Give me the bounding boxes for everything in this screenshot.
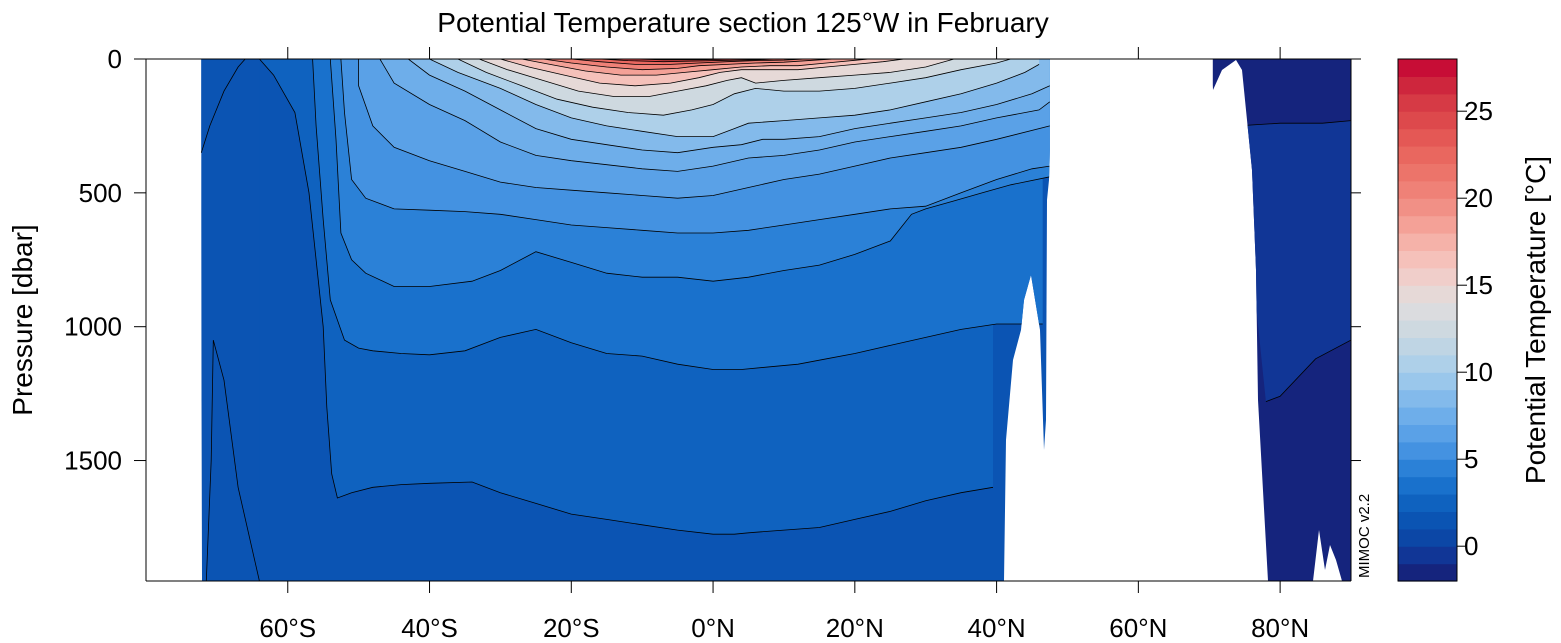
colorbar-tick-label: 0 <box>1464 531 1478 561</box>
isotherm-12 <box>457 59 1011 116</box>
colorbar-band <box>1398 285 1457 304</box>
colorbar-tick-group: 0 5 10 15 20 25 <box>1457 96 1493 561</box>
colorbar-tick-label: 10 <box>1464 357 1493 387</box>
colorbar-label: Potential Temperature [°C] <box>1520 156 1551 484</box>
colorbar-band <box>1398 302 1457 321</box>
colorbar-frame <box>1397 58 1458 582</box>
isotherm-8 <box>408 59 1050 154</box>
isotherm-14 <box>478 59 955 97</box>
colorbar-band <box>1398 389 1457 408</box>
colorbar-band <box>1398 267 1457 286</box>
colorbar-band <box>1398 128 1457 147</box>
colorbar <box>1398 59 1457 582</box>
isotherm-6 <box>358 59 1050 199</box>
y-tick-label: 1000 <box>64 312 122 342</box>
colorbar-band <box>1398 198 1457 217</box>
colorbar-band <box>1398 546 1457 565</box>
colorbar-band <box>1398 93 1457 112</box>
colorbar-band <box>1398 76 1457 95</box>
colorbar-band <box>1398 424 1457 443</box>
colorbar-band <box>1398 528 1457 547</box>
y-tick-label: 500 <box>79 178 122 208</box>
colorbar-band <box>1398 59 1457 77</box>
y-tick-label: 0 <box>108 44 122 74</box>
contour-line-layer <box>200 59 1351 581</box>
isotherm-20 <box>542 59 834 71</box>
colorbar-band <box>1398 372 1457 391</box>
colorbar-band <box>1398 441 1457 460</box>
isotherm-18 <box>521 59 870 76</box>
isotherm-22 <box>571 59 806 65</box>
isotherm-4 <box>329 59 1050 287</box>
arctic-isotherm <box>1237 120 1351 402</box>
colorbar-tick-label: 15 <box>1464 270 1493 300</box>
isotherm-7 <box>379 59 1051 172</box>
isotherm-3 <box>312 59 1043 370</box>
y-tick-group: 0 500 1000 1500 <box>64 44 1361 476</box>
x-tick-label: 80°N <box>1251 613 1309 643</box>
colorbar-tick-label: 20 <box>1464 183 1493 213</box>
x-tick-label: 40°S <box>401 613 458 643</box>
isotherm-10 <box>429 59 1040 137</box>
colorbar-band <box>1398 215 1457 234</box>
x-tick-label: 20°N <box>826 613 884 643</box>
y-axis-label: Pressure [dbar] <box>7 224 38 415</box>
arctic-fill-0 <box>1237 120 1351 402</box>
x-tick-label: 40°N <box>968 613 1026 643</box>
x-tick-label: 0°N <box>691 613 735 643</box>
colorbar-band <box>1398 111 1457 130</box>
x-tick-label: 60°S <box>259 613 316 643</box>
isotherm-24 <box>599 59 777 63</box>
colorbar-band <box>1398 320 1457 338</box>
isotherm-2 <box>259 59 994 535</box>
colorbar-band <box>1398 476 1457 495</box>
isotherm-1 <box>205 339 260 581</box>
x-tick-label: 60°N <box>1109 613 1167 643</box>
isotherm-16 <box>500 59 905 87</box>
contour-fill-layer <box>201 59 1351 581</box>
colorbar-band <box>1398 180 1457 199</box>
x-tick-group: 60°S 40°S 20°S 0°N 20°N 40°N 60°N 80°N <box>259 47 1309 643</box>
colorbar-band <box>1398 233 1457 251</box>
y-tick-label: 1500 <box>64 446 122 476</box>
contour-fill-1 <box>206 59 260 581</box>
colorbar-band <box>1398 407 1457 425</box>
colorbar-band <box>1398 511 1457 530</box>
colorbar-band <box>1398 146 1457 164</box>
colorbar-band <box>1398 459 1457 478</box>
x-tick-label: 20°S <box>543 613 600 643</box>
colorbar-tick-label: 25 <box>1464 96 1493 126</box>
watermark-text: MIMOC v2.2 <box>1356 494 1373 578</box>
isotherm-1 <box>200 59 246 153</box>
chart-title: Potential Temperature section 125°W in F… <box>437 7 1048 38</box>
plot-area <box>146 59 1351 581</box>
colorbar-band <box>1398 337 1457 356</box>
colorbar-band <box>1398 163 1457 182</box>
colorbar-band <box>1398 250 1457 269</box>
isotherm-5 <box>340 59 1050 234</box>
colorbar-band <box>1398 563 1457 582</box>
colorbar-band <box>1398 354 1457 373</box>
colorbar-band <box>1398 494 1457 512</box>
colorbar-tick-label: 5 <box>1464 444 1478 474</box>
